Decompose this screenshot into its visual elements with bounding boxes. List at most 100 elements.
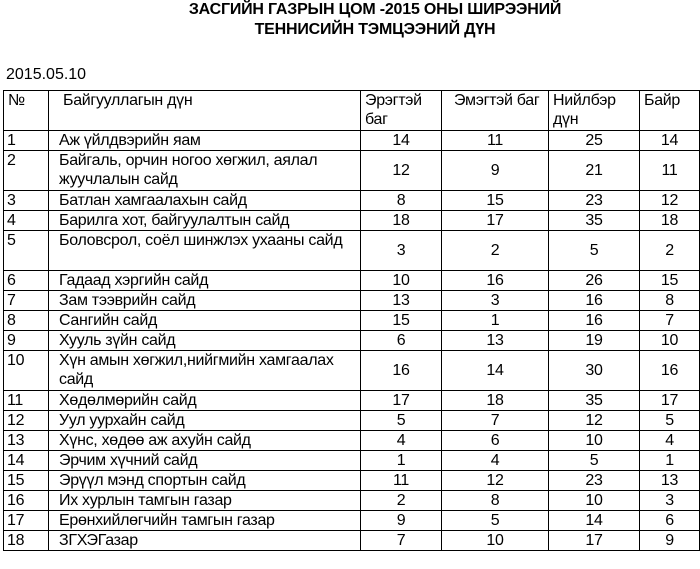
- total-score: 30: [548, 350, 640, 391]
- total-score: 12: [548, 410, 640, 431]
- women-team-score: 16: [441, 270, 549, 291]
- total-score: 35: [548, 210, 640, 231]
- men-team-score: 13: [360, 290, 442, 311]
- table-row: 2 Байгаль, орчин ногоо хөгжил, аялал жууч…: [3, 150, 700, 191]
- total-score: 5: [548, 450, 640, 471]
- table-row: 9 Хууль зүйн сайд 6 13 19 10: [3, 330, 700, 351]
- women-team-score: 14: [441, 350, 549, 391]
- total-score: 19: [548, 330, 640, 351]
- row-number: 2: [3, 150, 49, 191]
- table-row: 3 Батлан хамгаалахын сайд 8 15 23 12: [3, 190, 700, 211]
- row-number: 17: [3, 510, 49, 531]
- organization-name: Их хурлын тамгын газар: [48, 490, 361, 511]
- row-number: 9: [3, 330, 49, 351]
- men-team-score: 16: [360, 350, 442, 391]
- women-team-score: 5: [441, 510, 549, 531]
- table-row: 16 Их хурлын тамгын газар 2 8 10 3: [3, 490, 700, 511]
- organization-name: ЗГХЭГазар: [48, 530, 361, 551]
- men-team-score: 9: [360, 510, 442, 531]
- organization-name: Хууль зүйн сайд: [48, 330, 361, 351]
- row-number: 7: [3, 290, 49, 311]
- women-team-score: 9: [441, 150, 549, 191]
- title-line-2: ТЕННИСИЙН ТЭМЦЭЭНИЙ ДҮН: [254, 21, 496, 38]
- row-number: 15: [3, 470, 49, 491]
- place: 1: [639, 450, 700, 471]
- organization-name: Барилга хот, байгуулалтын сайд: [48, 210, 361, 231]
- table-row: 13 Хүнс, хөдөө аж ахуйн сайд 4 6 10 4: [3, 430, 700, 451]
- women-team-score: 4: [441, 450, 549, 471]
- women-team-score: 3: [441, 290, 549, 311]
- row-number: 16: [3, 490, 49, 511]
- date: 2015.05.10: [6, 66, 87, 83]
- men-team-score: 17: [360, 390, 442, 411]
- place: 4: [639, 430, 700, 451]
- table-row: 8 Сангийн сайд 15 1 16 7: [3, 310, 700, 331]
- men-team-score: 1: [360, 450, 442, 471]
- row-number: 14: [3, 450, 49, 471]
- women-team-score: 11: [441, 130, 549, 151]
- men-team-score: 3: [360, 230, 442, 271]
- place: 16: [639, 350, 700, 391]
- place: 10: [639, 330, 700, 351]
- organization-name: Ерөнхийлөгчийн тамгын газар: [48, 510, 361, 531]
- header-organization: Байгууллагын дүн: [48, 90, 361, 131]
- place: 12: [639, 190, 700, 211]
- total-score: 10: [548, 490, 640, 511]
- organization-name: Эрчим хүчний сайд: [48, 450, 361, 471]
- place: 5: [639, 410, 700, 431]
- men-team-score: 6: [360, 330, 442, 351]
- row-number: 5: [3, 230, 49, 271]
- table-row: 1 Аж үйлдвэрийн яам 14 11 25 14: [3, 130, 700, 151]
- total-score: 17: [548, 530, 640, 551]
- place: 7: [639, 310, 700, 331]
- row-number: 8: [3, 310, 49, 331]
- place: 3: [639, 490, 700, 511]
- women-team-score: 13: [441, 330, 549, 351]
- place: 18: [639, 210, 700, 231]
- table-row: 6 Гадаад хэргийн сайд 10 16 26 15: [3, 270, 700, 291]
- men-team-score: 11: [360, 470, 442, 491]
- place: 9: [639, 530, 700, 551]
- document-title: ЗАСГИЙН ГАЗРЫН ЦОМ -2015 ОНЫ ШИРЭЭНИЙ ТЕ…: [50, 0, 700, 40]
- organization-name: Уул уурхайн сайд: [48, 410, 361, 431]
- total-score: 35: [548, 390, 640, 411]
- organization-name: Хүнс, хөдөө аж ахуйн сайд: [48, 430, 361, 451]
- table-row: 5 Боловсрол, соёл шинжлэх ухааны сайд 3 2 5 2: [3, 230, 700, 271]
- total-score: 23: [548, 190, 640, 211]
- place: 14: [639, 130, 700, 151]
- table-row: 10 Хүн амын хөгжил,нийгмийн хамгаалах сай…: [3, 350, 700, 391]
- table-row: 7 Зам тээврийн сайд 13 3 16 8: [3, 290, 700, 311]
- total-score: 16: [548, 290, 640, 311]
- header-women: Эмэгтэй баг: [441, 90, 549, 131]
- place: 2: [639, 230, 700, 271]
- table-row: 14 Эрчим хүчний сайд 1 4 5 1: [3, 450, 700, 471]
- women-team-score: 2: [441, 230, 549, 271]
- place: 6: [639, 510, 700, 531]
- organization-name: Аж үйлдвэрийн яам: [48, 130, 361, 151]
- header-row: № Байгууллагын дүн Эрэгтэй баг Эмэгтэй б…: [3, 90, 700, 131]
- men-team-score: 8: [360, 190, 442, 211]
- total-score: 23: [548, 470, 640, 491]
- men-team-score: 10: [360, 270, 442, 291]
- men-team-score: 4: [360, 430, 442, 451]
- total-score: 21: [548, 150, 640, 191]
- total-score: 10: [548, 430, 640, 451]
- place: 17: [639, 390, 700, 411]
- men-team-score: 18: [360, 210, 442, 231]
- place: 11: [639, 150, 700, 191]
- row-number: 13: [3, 430, 49, 451]
- row-number: 12: [3, 410, 49, 431]
- organization-name: Хөдөлмөрийн сайд: [48, 390, 361, 411]
- men-team-score: 5: [360, 410, 442, 431]
- total-score: 26: [548, 270, 640, 291]
- organization-name: Гадаад хэргийн сайд: [48, 270, 361, 291]
- row-number: 10: [3, 350, 49, 391]
- total-score: 5: [548, 230, 640, 271]
- row-number: 18: [3, 530, 49, 551]
- men-team-score: 2: [360, 490, 442, 511]
- table-row: 15 Эрүүл мэнд спортын сайд 11 12 23 13: [3, 470, 700, 491]
- women-team-score: 10: [441, 530, 549, 551]
- place: 13: [639, 470, 700, 491]
- place: 15: [639, 270, 700, 291]
- women-team-score: 1: [441, 310, 549, 331]
